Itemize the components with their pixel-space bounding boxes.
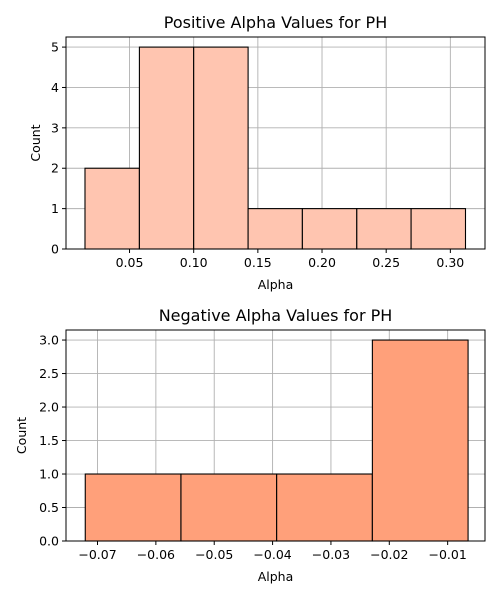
x-tick-label: 0.20	[308, 255, 336, 270]
y-tick-label: 2.0	[39, 400, 59, 415]
y-tick-label: 0.5	[39, 500, 59, 515]
axes-frame	[65, 329, 486, 542]
x-tick-label: 0.10	[180, 255, 208, 270]
y-tick-label: 0.0	[39, 534, 59, 549]
x-tick-label: 0.25	[372, 255, 400, 270]
y-tick-label: 5	[51, 40, 59, 55]
y-tick-label: 0	[51, 242, 59, 257]
y-tick-label: 2.5	[39, 366, 59, 381]
histogram-bar	[84, 167, 140, 250]
y-tick-label: 1	[51, 201, 59, 216]
x-tick-label: −0.01	[428, 547, 466, 562]
y-axis-label: Count	[14, 417, 29, 454]
histogram-bar	[371, 339, 469, 542]
histogram-bar	[193, 46, 249, 250]
y-tick-label: 4	[51, 80, 59, 95]
y-tick-label: 3.0	[39, 333, 59, 348]
y-axis-label: Count	[28, 124, 43, 161]
x-tick-label: −0.04	[253, 547, 291, 562]
chart-1: 0.05 0.10 0.15 0.20 0.25 0.30 0 1 2 3 4 5 Positive A…	[28, 13, 486, 292]
x-axis-label: Alpha	[258, 277, 294, 292]
x-tick-label: −0.02	[370, 547, 408, 562]
y-tick-label: 2	[51, 161, 59, 176]
histogram-bar	[180, 473, 278, 542]
histogram-bar	[276, 473, 373, 542]
histogram-bar	[356, 208, 412, 250]
chart-2: −0.07 −0.06 −0.05 −0.04 −0.03 −0.02 −0.01 0.0 0.…	[14, 306, 486, 584]
x-tick-label: −0.07	[78, 547, 116, 562]
histogram-bar	[138, 46, 195, 250]
x-tick-label: −0.03	[312, 547, 350, 562]
x-tick-label: −0.06	[137, 547, 175, 562]
chart-title: Negative Alpha Values for PH	[159, 306, 393, 325]
x-axis-label: Alpha	[258, 569, 294, 584]
histogram-bar	[247, 208, 303, 250]
histogram-bar	[410, 208, 467, 250]
y-tick-label: 3	[51, 120, 59, 135]
y-tick-label: 1.5	[39, 433, 59, 448]
x-tick-label: −0.05	[195, 547, 233, 562]
histogram-bar	[84, 473, 182, 542]
y-tick-label: 1.0	[39, 467, 59, 482]
chart-title: Positive Alpha Values for PH	[164, 13, 387, 32]
axes-frame	[65, 36, 486, 250]
x-tick-label: 0.30	[436, 255, 464, 270]
histogram-bar	[301, 208, 358, 250]
x-tick-label: 0.15	[244, 255, 272, 270]
x-tick-label: 0.05	[116, 255, 144, 270]
